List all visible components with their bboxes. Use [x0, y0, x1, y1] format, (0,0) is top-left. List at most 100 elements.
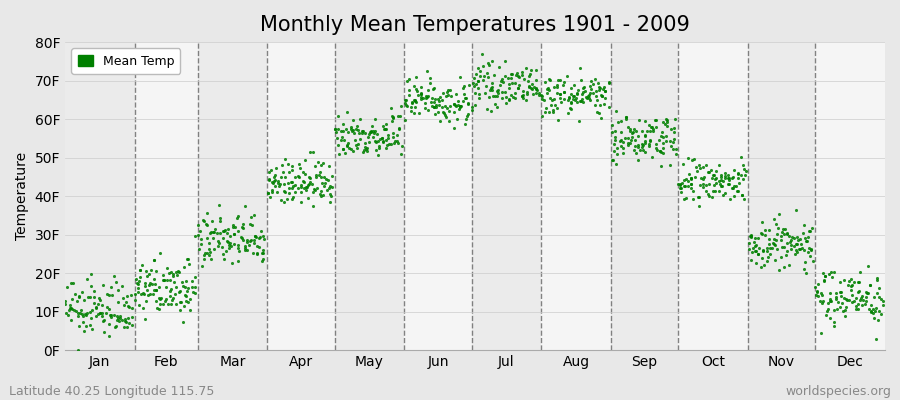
Point [447, 101, 462, 107]
Point [623, 126, 637, 132]
Point [817, 276, 832, 283]
Point [788, 240, 803, 247]
Point [632, 117, 646, 123]
Point [203, 228, 218, 235]
Point [785, 234, 799, 240]
Point [131, 288, 146, 295]
Point [476, 73, 491, 79]
Point [625, 130, 639, 137]
Point [680, 155, 695, 162]
Point [310, 159, 325, 166]
Point [167, 279, 182, 286]
Point [530, 87, 544, 94]
Point [173, 288, 187, 294]
Point [295, 178, 310, 184]
Point [697, 174, 711, 181]
Point [720, 172, 734, 178]
Point [378, 120, 392, 127]
Point [611, 119, 625, 126]
Point [684, 181, 698, 187]
Point [369, 147, 383, 153]
Point [168, 291, 183, 298]
Point [277, 180, 292, 187]
Point [265, 179, 279, 186]
Point [721, 175, 735, 182]
Point [598, 88, 612, 94]
Point [562, 104, 577, 111]
Point [673, 181, 688, 188]
Point [493, 78, 508, 85]
Point [302, 180, 317, 187]
Point [157, 277, 171, 283]
Point [575, 91, 590, 98]
Point [231, 213, 246, 219]
Point [707, 176, 722, 182]
Point [400, 102, 414, 109]
Point [281, 180, 295, 186]
Point [178, 293, 193, 299]
Point [702, 193, 716, 200]
Point [601, 104, 616, 110]
Point [638, 118, 652, 125]
Point [400, 96, 414, 103]
Point [139, 268, 153, 274]
Point [456, 84, 471, 91]
Point [542, 87, 556, 94]
Point [748, 243, 762, 249]
Point [424, 99, 438, 106]
Point [727, 183, 742, 190]
Point [798, 238, 813, 244]
Point [461, 111, 475, 118]
Point [742, 246, 756, 253]
Point [620, 134, 634, 141]
Point [427, 99, 441, 105]
Point [138, 316, 152, 322]
Point [314, 193, 328, 199]
Point [706, 188, 720, 194]
Point [549, 82, 563, 88]
Point [238, 243, 252, 250]
Point [861, 306, 876, 312]
Point [147, 287, 161, 293]
Point [73, 310, 87, 316]
Point [841, 282, 855, 288]
Bar [748, 42, 815, 350]
Point [427, 85, 441, 92]
Point [824, 269, 838, 276]
Point [751, 251, 765, 258]
Point [473, 67, 488, 74]
Point [618, 116, 633, 122]
Point [380, 142, 394, 148]
Point [215, 244, 230, 250]
Point [370, 131, 384, 137]
Point [407, 83, 421, 89]
Point [352, 130, 366, 136]
Point [649, 145, 663, 152]
Point [122, 304, 136, 310]
Point [274, 196, 288, 203]
Point [180, 256, 194, 262]
Point [617, 135, 632, 141]
Point [141, 271, 156, 278]
Point [669, 146, 683, 152]
Point [350, 141, 365, 147]
Point [755, 219, 770, 226]
Point [643, 141, 657, 147]
Point [163, 277, 177, 283]
Point [438, 102, 453, 109]
Point [823, 296, 837, 302]
Point [711, 188, 725, 194]
Point [76, 319, 90, 325]
Point [202, 246, 216, 252]
Point [837, 306, 851, 313]
Point [815, 298, 830, 304]
Point [749, 259, 763, 266]
Point [67, 307, 81, 313]
Point [760, 245, 774, 252]
Point [151, 295, 166, 301]
Point [382, 141, 396, 148]
Point [250, 243, 265, 249]
Point [778, 252, 793, 258]
Point [414, 94, 428, 100]
Point [823, 298, 837, 304]
